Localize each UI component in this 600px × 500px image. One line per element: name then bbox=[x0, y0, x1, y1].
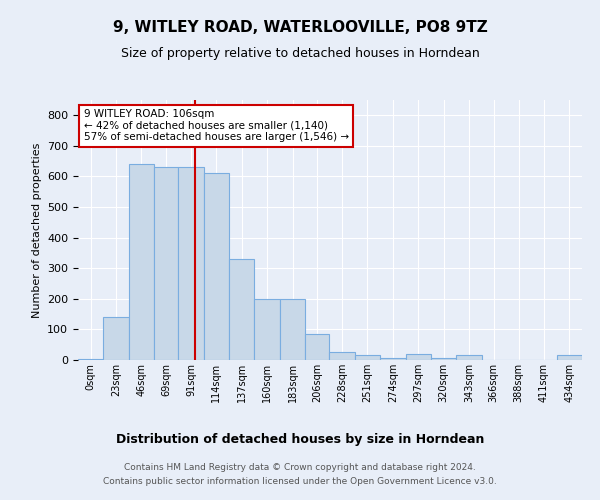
Bar bbox=[254, 299, 280, 360]
Bar bbox=[178, 168, 204, 360]
Bar bbox=[229, 259, 254, 360]
Text: 9, WITLEY ROAD, WATERLOOVILLE, PO8 9TZ: 9, WITLEY ROAD, WATERLOOVILLE, PO8 9TZ bbox=[113, 20, 487, 35]
Bar bbox=[103, 317, 129, 360]
Bar bbox=[557, 356, 582, 360]
Text: Contains public sector information licensed under the Open Government Licence v3: Contains public sector information licen… bbox=[103, 478, 497, 486]
Bar bbox=[329, 352, 355, 360]
Bar bbox=[431, 358, 456, 360]
Bar bbox=[305, 334, 329, 360]
Text: Contains HM Land Registry data © Crown copyright and database right 2024.: Contains HM Land Registry data © Crown c… bbox=[124, 462, 476, 471]
Bar bbox=[355, 356, 380, 360]
Bar bbox=[380, 358, 406, 360]
Y-axis label: Number of detached properties: Number of detached properties bbox=[32, 142, 41, 318]
Bar bbox=[154, 168, 178, 360]
Text: Size of property relative to detached houses in Horndean: Size of property relative to detached ho… bbox=[121, 48, 479, 60]
Bar bbox=[204, 174, 229, 360]
Bar bbox=[406, 354, 431, 360]
Bar bbox=[456, 356, 482, 360]
Bar bbox=[280, 299, 305, 360]
Text: 9 WITLEY ROAD: 106sqm
← 42% of detached houses are smaller (1,140)
57% of semi-d: 9 WITLEY ROAD: 106sqm ← 42% of detached … bbox=[83, 109, 349, 142]
Text: Distribution of detached houses by size in Horndean: Distribution of detached houses by size … bbox=[116, 432, 484, 446]
Bar bbox=[129, 164, 154, 360]
